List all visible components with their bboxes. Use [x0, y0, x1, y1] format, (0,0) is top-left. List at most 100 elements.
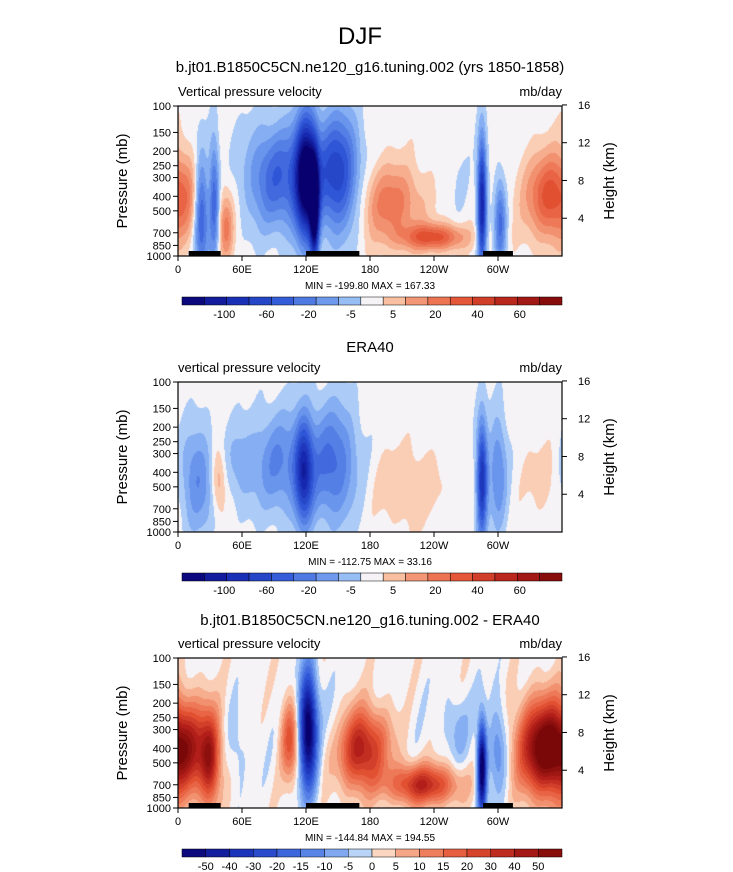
- land-bar: [306, 251, 360, 256]
- y-tick-label: 1000: [147, 251, 171, 263]
- colorbar-label: 20: [429, 585, 441, 597]
- y2-tick-label: 8: [578, 727, 584, 739]
- field: [178, 658, 562, 808]
- y2-axis-label: Height (km): [601, 418, 618, 496]
- colorbar-segment: [472, 572, 496, 582]
- colorbar-label: -5: [346, 585, 356, 597]
- x-tick-label: 0: [175, 540, 181, 552]
- field: [178, 382, 562, 532]
- colorbar-segment: [539, 572, 563, 582]
- colorbar-segment: [427, 572, 451, 582]
- y-tick-label: 250: [153, 161, 171, 173]
- panel-era40: ERA40 vertical pressure velocity mb/day 100…: [114, 339, 618, 597]
- y-tick-label: 150: [153, 403, 171, 415]
- x-tick-label: 0: [175, 264, 181, 276]
- colorbar-segment: [181, 572, 205, 582]
- colorbar-label: -60: [258, 309, 274, 321]
- x-tick-label: 120W: [420, 264, 449, 276]
- x-tick-label: 120E: [293, 816, 319, 828]
- y-tick-label: 400: [153, 743, 171, 755]
- y-tick-label: 300: [153, 449, 171, 461]
- land-bar: [188, 251, 221, 256]
- colorbar-segment: [517, 572, 540, 582]
- colorbar-segment: [276, 848, 301, 858]
- colorbar-segment: [490, 848, 515, 858]
- y2-tick-label: 4: [578, 213, 584, 225]
- y-tick-label: 850: [153, 240, 171, 252]
- x-tick-label: 180: [361, 540, 379, 552]
- y-axis-label: Pressure (mb): [114, 409, 131, 504]
- panel-model: b.jt01.B1850C5CN.ne120_g16.tuning.002 (y…: [114, 59, 618, 321]
- colorbar-segment: [395, 848, 420, 858]
- y2-tick-label: 12: [578, 690, 590, 702]
- colorbar-segment: [514, 848, 539, 858]
- colorbar-label: -10: [317, 861, 333, 872]
- y-tick-label: 150: [153, 127, 171, 139]
- x-tick-label: 180: [361, 264, 379, 276]
- colorbar-label: -5: [343, 861, 353, 872]
- colorbar-label: -50: [198, 861, 214, 872]
- colorbar-segment: [229, 848, 254, 858]
- y2-tick-label: 4: [578, 489, 584, 501]
- y-tick-label: 500: [153, 758, 171, 770]
- colorbar-segment: [405, 296, 429, 306]
- colorbar-label: -100: [213, 585, 235, 597]
- y-tick-label: 300: [153, 725, 171, 737]
- y2-tick-label: 16: [578, 652, 590, 664]
- y-tick-label: 250: [153, 713, 171, 725]
- y-tick-label: 700: [153, 780, 171, 792]
- colorbar-segment: [360, 572, 384, 582]
- colorbar-segment: [248, 296, 272, 306]
- x-tick-label: 120E: [293, 264, 319, 276]
- colorbar-segment: [226, 296, 250, 306]
- colorbar-label: 5: [393, 861, 399, 872]
- colorbar-label: -15: [293, 861, 309, 872]
- colorbar-segment: [382, 572, 406, 582]
- land-bar: [306, 803, 360, 808]
- x-tick-label: 60E: [232, 264, 252, 276]
- colorbar-segment: [253, 848, 278, 858]
- y-tick-label: 300: [153, 173, 171, 185]
- colorbar-label: 10: [413, 861, 425, 872]
- colorbar-segment: [539, 296, 563, 306]
- x-tick-label: 60W: [487, 816, 510, 828]
- y-tick-label: 100: [153, 653, 171, 665]
- panel-title: b.jt01.B1850C5CN.ne120_g16.tuning.002 (y…: [176, 59, 565, 76]
- y-axis-label: Pressure (mb): [114, 133, 131, 228]
- field: [178, 106, 562, 256]
- y-tick-label: 500: [153, 482, 171, 494]
- colorbar-segment: [181, 848, 206, 858]
- x-tick-label: 120W: [420, 816, 449, 828]
- colorbar-segment: [538, 848, 563, 858]
- colorbar-label: -20: [269, 861, 285, 872]
- colorbar-label: -5: [346, 309, 356, 321]
- panel-difference: b.jt01.B1850C5CN.ne120_g16.tuning.002 - …: [114, 612, 618, 872]
- colorbar-segment: [248, 572, 272, 582]
- colorbar-segment: [315, 572, 339, 582]
- colorbar-label: -20: [301, 585, 317, 597]
- land-bar: [483, 251, 513, 256]
- x-tick-label: 60E: [232, 816, 252, 828]
- y-tick-label: 500: [153, 206, 171, 218]
- colorbar-segment: [449, 572, 473, 582]
- y-tick-label: 100: [153, 101, 171, 113]
- colorbar-segment: [181, 296, 205, 306]
- y-tick-label: 400: [153, 467, 171, 479]
- y-tick-label: 100: [153, 377, 171, 389]
- left-string: Vertical pressure velocity: [178, 84, 322, 99]
- left-string: vertical pressure velocity: [178, 360, 321, 375]
- colorbar-segment: [205, 848, 230, 858]
- colorbar-segment: [427, 296, 451, 306]
- y2-tick-label: 12: [578, 138, 590, 150]
- y2-tick-label: 8: [578, 451, 584, 463]
- min-max: MIN = -144.84 MAX = 194.55: [305, 833, 436, 844]
- colorbar-label: -30: [245, 861, 261, 872]
- colorbar-label: -60: [258, 585, 274, 597]
- panel-title: b.jt01.B1850C5CN.ne120_g16.tuning.002 - …: [200, 612, 539, 629]
- x-tick-label: 60E: [232, 540, 252, 552]
- colorbar-segment: [338, 572, 362, 582]
- land-bar: [188, 803, 221, 808]
- x-tick-label: 60W: [487, 264, 510, 276]
- figure-title: DJF: [338, 23, 382, 50]
- colorbar-segment: [419, 848, 444, 858]
